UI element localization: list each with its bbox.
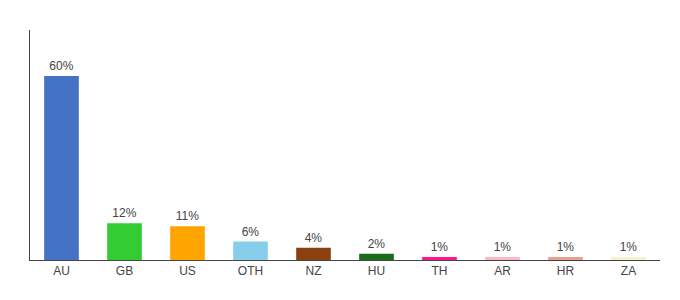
svg-text:OTH: OTH (238, 264, 263, 278)
svg-text:AR: AR (494, 264, 511, 278)
svg-text:60%: 60% (49, 59, 73, 73)
svg-text:ZA: ZA (621, 264, 636, 278)
svg-text:6%: 6% (242, 225, 260, 239)
svg-text:TH: TH (432, 264, 448, 278)
svg-text:AU: AU (53, 264, 70, 278)
svg-text:11%: 11% (176, 209, 199, 223)
svg-text:HR: HR (557, 264, 575, 278)
svg-text:GB: GB (116, 264, 133, 278)
svg-text:HU: HU (368, 264, 385, 278)
svg-text:1%: 1% (431, 240, 449, 254)
svg-text:1%: 1% (557, 240, 575, 254)
svg-text:12%: 12% (112, 206, 136, 220)
svg-text:1%: 1% (620, 240, 638, 254)
svg-text:4%: 4% (305, 231, 323, 245)
svg-text:US: US (179, 264, 196, 278)
svg-text:1%: 1% (494, 240, 512, 254)
svg-text:2%: 2% (368, 237, 386, 251)
svg-text:NZ: NZ (306, 264, 322, 278)
